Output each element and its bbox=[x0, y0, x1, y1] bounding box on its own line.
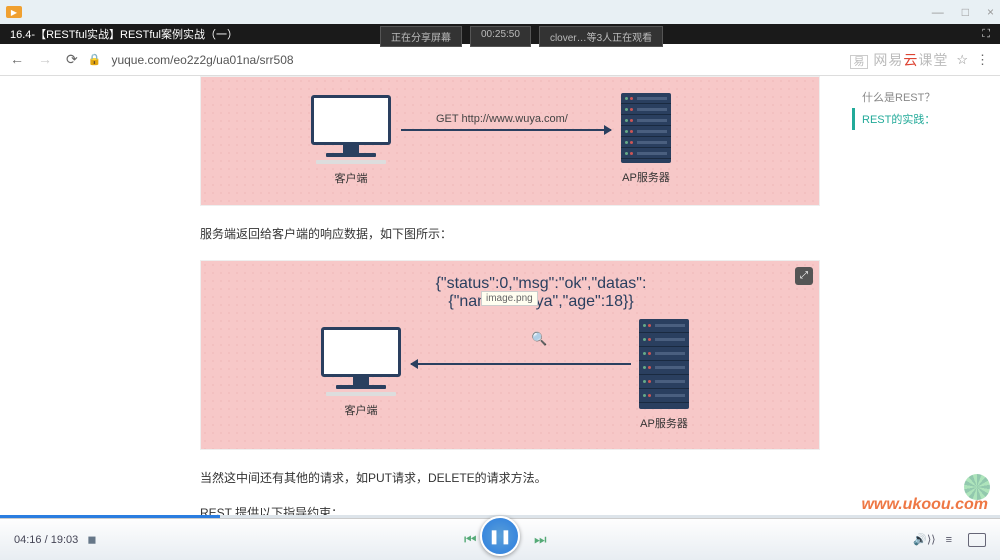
server-icon-2: AP服务器 bbox=[639, 319, 689, 431]
paragraph-2: 当然这中间还有其他的请求，如PUT请求，DELETE的请求方法。 bbox=[200, 468, 820, 490]
toc-item-rest[interactable]: 什么是REST？ bbox=[852, 86, 992, 108]
server-icon: AP服务器 bbox=[621, 93, 671, 185]
time-display: 04:16 / 19:03 ◼ bbox=[14, 533, 97, 546]
maximize-button[interactable]: □ bbox=[962, 5, 969, 19]
expand-icon[interactable]: ⤢ bbox=[795, 267, 813, 285]
toc-item-practice[interactable]: REST的实践： bbox=[852, 108, 992, 130]
sharing-time: 00:25:50 bbox=[470, 26, 531, 47]
server-label: AP服务器 bbox=[621, 169, 671, 185]
client-label-2: 客户端 bbox=[321, 402, 401, 418]
mediaplayer-icon: ▶ bbox=[6, 6, 22, 18]
url-text[interactable]: yuque.com/eo2z2g/ua01na/srr508 bbox=[111, 53, 293, 67]
next-button[interactable]: ⏭ bbox=[534, 531, 547, 548]
player-controls: 04:16 / 19:03 ◼ ⏮ ❚❚ ⏭ 🔊⟩⟩ ≡ bbox=[0, 518, 1000, 560]
request-arrow bbox=[401, 129, 611, 131]
prev-button[interactable]: ⏮ bbox=[464, 531, 477, 548]
mediaplayer-titlebar: ▶ — □ × bbox=[0, 0, 1000, 24]
close-button[interactable]: × bbox=[987, 5, 994, 19]
page-content: 什么是REST？ REST的实践： 客户端 GET http://www.wuy… bbox=[0, 76, 1000, 560]
toc-sidebar: 什么是REST？ REST的实践： bbox=[852, 86, 992, 130]
sharing-viewer: clover…等3人正在观看 bbox=[539, 26, 663, 47]
volume-icon[interactable]: 🔊⟩⟩ bbox=[913, 533, 935, 546]
diagram-request: 客户端 GET http://www.wuya.com/ AP服务器 bbox=[200, 76, 820, 206]
eq-icon[interactable]: ≡ bbox=[946, 534, 952, 546]
brand-logo: 易 网易云课堂 bbox=[850, 50, 948, 70]
sharing-indicator: 正在分享屏幕 00:25:50 clover…等3人正在观看 bbox=[380, 26, 663, 47]
lock-icon: 🔒 bbox=[88, 53, 102, 66]
arrow-label: GET http://www.wuya.com/ bbox=[436, 113, 568, 125]
menu-icon[interactable]: ⋮ bbox=[976, 52, 990, 68]
play-pause-button[interactable]: ❚❚ bbox=[480, 516, 520, 556]
bookmark-icon[interactable]: ☆ bbox=[956, 52, 968, 68]
video-fullscreen-icon[interactable]: ⛶ bbox=[982, 28, 990, 41]
watermark: www.ukoou.com bbox=[861, 496, 988, 514]
browser-nav: ← → ⟳ bbox=[10, 51, 78, 68]
response-arrow bbox=[411, 363, 631, 365]
browser-toolbar: ← → ⟳ 🔒 yuque.com/eo2z2g/ua01na/srr508 易… bbox=[0, 44, 1000, 76]
reload-button[interactable]: ⟳ bbox=[66, 51, 78, 68]
sharing-label: 正在分享屏幕 bbox=[380, 26, 462, 47]
back-button[interactable]: ← bbox=[10, 51, 24, 68]
diagram-response: ⤢ {"status":0,"msg":"ok","datas": {"name… bbox=[200, 260, 820, 450]
video-title: 16.4-【RESTful实战】RESTful案例实战（一） bbox=[10, 26, 238, 42]
client-icon-2: 客户端 bbox=[321, 327, 401, 418]
server-label-2: AP服务器 bbox=[639, 415, 689, 431]
main-column: 客户端 GET http://www.wuya.com/ AP服务器 服务端返回… bbox=[200, 76, 820, 560]
client-icon: 客户端 bbox=[311, 95, 391, 186]
minimize-button[interactable]: — bbox=[932, 5, 944, 19]
window-controls: — □ × bbox=[932, 5, 994, 19]
pip-icon[interactable] bbox=[968, 533, 986, 547]
json-response: {"status":0,"msg":"ok","datas": {"name":… bbox=[391, 275, 691, 311]
forward-button[interactable]: → bbox=[38, 51, 52, 68]
stop-icon[interactable]: ◼ bbox=[87, 534, 96, 546]
paragraph-1: 服务端返回给客户端的响应数据，如下图所示： bbox=[200, 224, 820, 246]
image-tooltip: image.png bbox=[481, 291, 538, 306]
client-label: 客户端 bbox=[311, 170, 391, 186]
cursor-icon: 🔍 bbox=[531, 331, 547, 347]
